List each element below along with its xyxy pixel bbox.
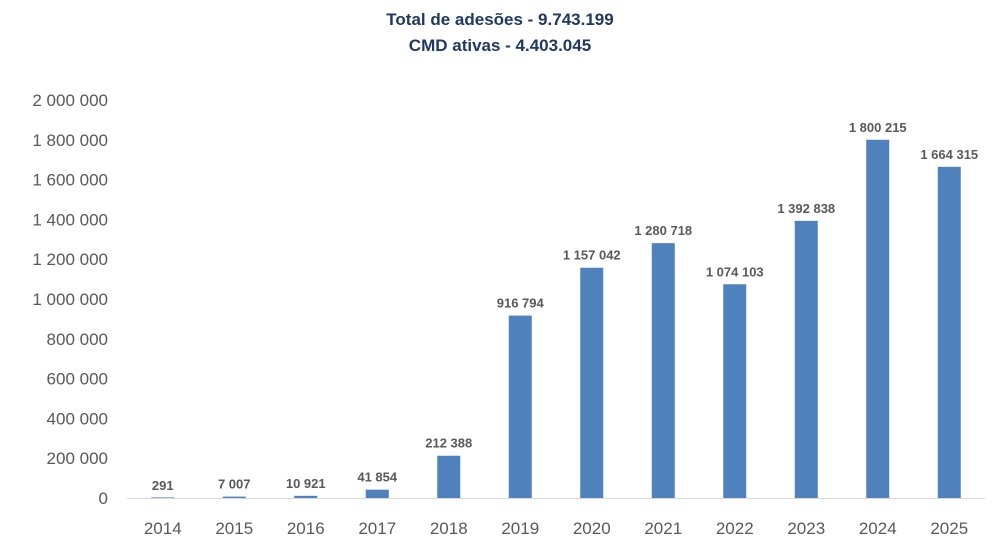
y-tick-label: 400 000 (47, 409, 108, 428)
data-label: 212 388 (425, 436, 472, 451)
data-label: 1 157 042 (563, 248, 621, 263)
data-label: 7 007 (218, 477, 251, 492)
y-tick-label: 1 200 000 (32, 250, 108, 269)
bar (580, 267, 604, 498)
y-tick-label: 2 000 000 (32, 91, 108, 110)
bar (794, 220, 818, 498)
data-label: 1 074 103 (706, 264, 764, 279)
bar (222, 496, 246, 498)
data-label: 916 794 (497, 296, 545, 311)
data-label: 1 800 215 (849, 120, 907, 135)
x-tick-label: 2015 (215, 519, 253, 538)
chart-title: Total de adesões - 9.743.199 (386, 10, 614, 29)
y-tick-label: 1 000 000 (32, 290, 108, 309)
bar (723, 284, 747, 498)
x-tick-label: 2025 (930, 519, 968, 538)
x-tick-label: 2024 (859, 519, 897, 538)
data-label: 10 921 (286, 476, 326, 491)
x-tick-label: 2018 (430, 519, 468, 538)
bar (294, 495, 318, 498)
y-tick-label: 1 800 000 (32, 131, 108, 150)
y-tick-label: 800 000 (47, 330, 108, 349)
bar (866, 139, 890, 499)
data-label: 1 392 838 (777, 201, 835, 216)
bar (437, 455, 461, 498)
y-tick-label: 1 600 000 (32, 171, 108, 190)
bar (151, 497, 175, 498)
y-tick-label: 0 (99, 489, 108, 508)
bar (651, 243, 675, 498)
x-tick-label: 2014 (144, 519, 182, 538)
bar (365, 489, 389, 498)
x-tick-label: 2017 (358, 519, 396, 538)
x-tick-label: 2023 (787, 519, 825, 538)
data-label: 1 664 315 (920, 147, 978, 162)
y-tick-label: 600 000 (47, 370, 108, 389)
bar (508, 315, 532, 498)
data-label: 41 854 (357, 470, 398, 485)
y-tick-label: 1 400 000 (32, 210, 108, 229)
data-label: 291 (152, 478, 174, 493)
x-tick-label: 2019 (501, 519, 539, 538)
x-tick-label: 2016 (287, 519, 325, 538)
x-tick-label: 2022 (716, 519, 754, 538)
x-tick-label: 2020 (573, 519, 611, 538)
data-label: 1 280 718 (634, 223, 692, 238)
y-tick-label: 200 000 (47, 449, 108, 468)
bar (937, 166, 961, 498)
chart-subtitle: CMD ativas - 4.403.045 (408, 36, 592, 55)
x-tick-label: 2021 (644, 519, 682, 538)
